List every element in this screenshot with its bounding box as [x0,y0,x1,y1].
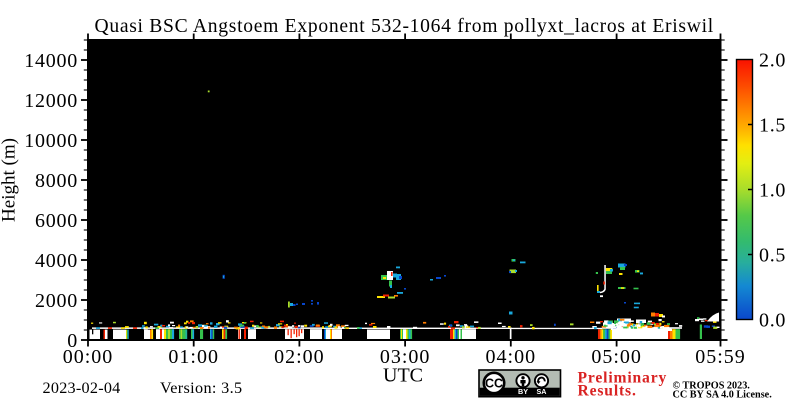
svg-text:CC BY SA 4.0 License.: CC BY SA 4.0 License. [673,390,773,400]
svg-text:© TROPOS 2023.: © TROPOS 2023. [673,381,751,392]
svg-text:1.0: 1.0 [759,180,786,202]
svg-text:0.0: 0.0 [759,310,786,332]
svg-text:UTC: UTC [383,365,423,387]
svg-text:4000: 4000 [35,250,78,272]
svg-text:05:00: 05:00 [591,346,642,368]
svg-text:2000: 2000 [35,290,78,312]
svg-text:SA: SA [537,387,547,396]
svg-text:00:00: 00:00 [63,346,114,368]
svg-text:01:00: 01:00 [168,346,219,368]
svg-text:CC: CC [485,376,503,390]
svg-text:2023-02-04: 2023-02-04 [43,379,121,397]
svg-text:05:59: 05:59 [695,346,746,368]
svg-text:8000: 8000 [35,170,78,192]
svg-text:Height (m): Height (m) [0,138,20,222]
svg-text:Results.: Results. [578,383,637,400]
svg-text:Quasi BSC Angstoem Exponent 53: Quasi BSC Angstoem Exponent 532-1064 fro… [94,16,713,37]
svg-text:0: 0 [67,330,78,352]
svg-text:Preliminary: Preliminary [578,370,668,387]
svg-text:2.0: 2.0 [759,50,786,72]
svg-text:10000: 10000 [24,130,78,152]
svg-text:03:00: 03:00 [380,346,431,368]
svg-text:6000: 6000 [35,210,78,232]
svg-text:0.5: 0.5 [759,245,786,267]
svg-text:14000: 14000 [24,50,78,72]
svg-text:04:00: 04:00 [486,346,537,368]
svg-text:BY: BY [518,387,528,396]
svg-text:12000: 12000 [24,90,78,112]
svg-text:Version: 3.5: Version: 3.5 [160,379,242,397]
svg-text:1.5: 1.5 [759,115,786,137]
svg-text:02:00: 02:00 [274,346,325,368]
